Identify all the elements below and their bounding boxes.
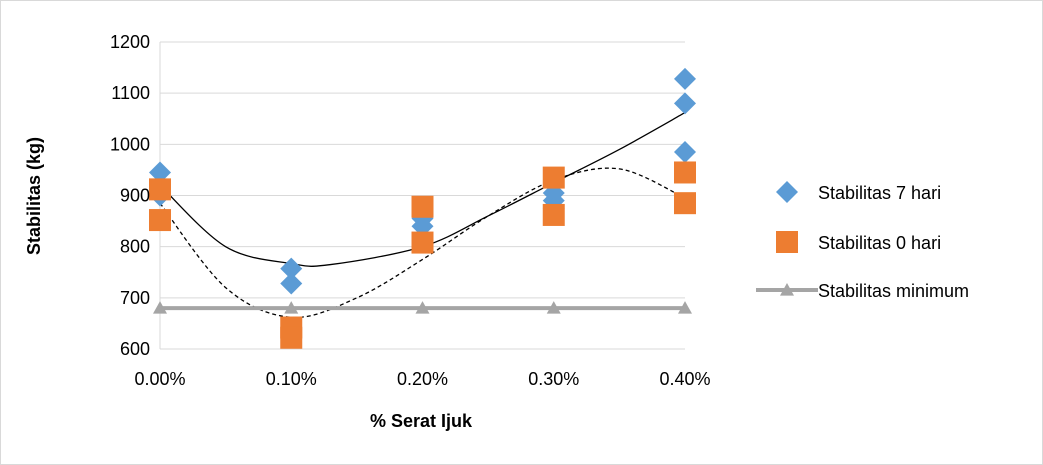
diamond-marker bbox=[674, 67, 696, 90]
square-marker bbox=[149, 209, 171, 232]
x-tick-label: 0.00% bbox=[134, 369, 185, 389]
y-tick-label: 800 bbox=[120, 237, 150, 257]
legend-diamond-icon bbox=[776, 181, 798, 203]
legend-triangle-icon bbox=[780, 283, 794, 296]
y-tick-label: 1000 bbox=[110, 134, 150, 154]
diamond-marker bbox=[674, 92, 696, 115]
triangle-marker bbox=[546, 301, 561, 314]
triangle-marker bbox=[415, 301, 430, 314]
y-tick-label: 1100 bbox=[111, 83, 150, 103]
gridlines bbox=[159, 41, 685, 350]
series-1 bbox=[149, 161, 696, 349]
diamond-marker bbox=[674, 141, 696, 164]
square-marker bbox=[280, 326, 303, 349]
triangle-marker bbox=[153, 301, 167, 314]
y-tick-label: 600 bbox=[120, 339, 150, 359]
legend-label: Stabilitas minimum bbox=[818, 281, 969, 301]
series-2 bbox=[153, 301, 692, 314]
diamond-marker bbox=[149, 161, 171, 184]
x-axis-title: % Serat Ijuk bbox=[370, 411, 473, 431]
triangle-marker bbox=[678, 301, 692, 314]
legend-item: Stabilitas minimum bbox=[756, 281, 969, 301]
y-tick-label: 700 bbox=[120, 288, 150, 308]
square-marker bbox=[411, 195, 434, 218]
trendline-dashed bbox=[159, 167, 686, 319]
square-marker bbox=[149, 178, 171, 201]
legend-item: Stabilitas 0 hari bbox=[776, 231, 941, 253]
y-tick-label: 900 bbox=[120, 186, 150, 206]
y-tick-label: 1200 bbox=[110, 32, 150, 52]
legend-square-icon bbox=[776, 231, 798, 253]
diamond-marker bbox=[280, 257, 303, 280]
square-marker bbox=[674, 161, 696, 184]
legend-item: Stabilitas 7 hari bbox=[776, 181, 941, 203]
data-markers bbox=[149, 67, 696, 349]
diamond-marker bbox=[280, 272, 303, 295]
square-marker bbox=[542, 166, 565, 189]
x-tick-label: 0.20% bbox=[397, 369, 448, 389]
square-marker bbox=[542, 203, 565, 226]
y-axis-title: Stabilitas (kg) bbox=[24, 137, 44, 255]
y-tick-labels: 600 700 800 900 1000 1100 1200 bbox=[110, 32, 150, 359]
x-tick-label: 0.10% bbox=[266, 369, 317, 389]
series-0 bbox=[149, 67, 696, 295]
legend-label: Stabilitas 7 hari bbox=[818, 183, 941, 203]
x-tick-label: 0.40% bbox=[659, 369, 710, 389]
x-tick-labels: 0.00% 0.10% 0.20% 0.30% 0.40% bbox=[134, 369, 710, 389]
x-tick-label: 0.30% bbox=[528, 369, 579, 389]
square-marker bbox=[411, 231, 434, 254]
triangle-marker bbox=[284, 301, 299, 314]
square-marker bbox=[674, 192, 696, 215]
legend: Stabilitas 7 hari Stabilitas 0 hari Stabil… bbox=[756, 181, 969, 301]
legend-label: Stabilitas 0 hari bbox=[818, 233, 941, 253]
